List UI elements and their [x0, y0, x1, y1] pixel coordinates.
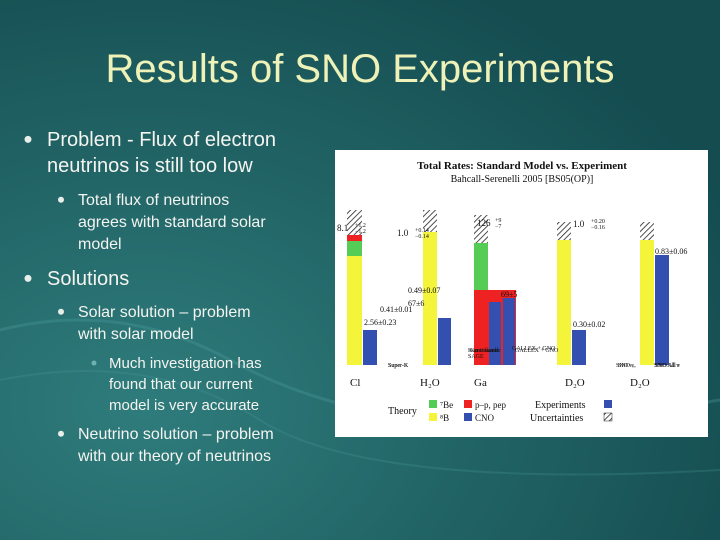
figure-title: Total Rates: Standard Model vs. Experime… — [417, 160, 627, 172]
bar-segment — [347, 235, 362, 241]
bullet-text: with solar model — [77, 326, 194, 343]
bullet-text: neutrinos is still too low — [47, 155, 253, 177]
slide-title: Results of SNO Experiments — [105, 47, 614, 91]
experiment-label: SAGE — [468, 354, 484, 360]
bullet-text: model — [78, 236, 122, 253]
bar — [655, 255, 669, 365]
uncertainty — [557, 222, 571, 240]
experiment-label: GALLEX + GNO — [515, 348, 559, 354]
bar-segment — [347, 241, 362, 256]
figure: Total Rates: Standard Model vs. Experime… — [335, 150, 708, 437]
value-label-up: +9 — [495, 218, 501, 224]
bar — [503, 298, 515, 365]
experiment-label: Super-K — [388, 363, 409, 369]
value-label: 67±6 — [408, 299, 424, 308]
bar — [572, 330, 586, 365]
value-label: 1.0 — [397, 228, 409, 238]
legend-swatch — [429, 400, 437, 408]
value-label: 0.41±0.01 — [380, 305, 412, 314]
value-label-down: −1.2 — [355, 229, 366, 235]
value-label: 8.1 — [337, 223, 348, 233]
bar-segment — [640, 240, 654, 365]
bar-segment — [474, 243, 488, 290]
bullet-text: model is very accurate — [109, 397, 259, 414]
experiment-label: SNO νₑ — [618, 363, 636, 369]
uncertainty — [347, 210, 362, 235]
value-label-down: −0.16 — [591, 225, 605, 231]
legend-label: Uncertainties — [530, 413, 583, 424]
legend-label: Experiments — [535, 400, 586, 411]
bullet-text: Neutrino solution – problem — [78, 426, 274, 443]
legend-label: ⁸B — [440, 413, 449, 423]
bullet-list: Problem - Flux of electron neutrinos is s… — [24, 129, 276, 465]
experiment-label: SNO νₑ — [616, 363, 634, 369]
legend-swatch — [603, 412, 613, 422]
experiment-label: Kamiokande — [468, 348, 499, 354]
bar — [363, 330, 377, 365]
bullet-text: agrees with standard solar — [78, 214, 266, 231]
value-label: 2.56±0.23 — [364, 318, 396, 327]
bullet-text: Problem - Flux of electron — [47, 129, 276, 151]
x-tick-label: D₂O — [630, 377, 650, 389]
legend-label: Theory — [388, 406, 417, 417]
experiment-label: SNO All ν — [654, 363, 679, 369]
value-label-up: +1.2 — [355, 223, 366, 229]
bullet-text: with our theory of neutrinos — [77, 448, 271, 465]
bullet-dot — [91, 360, 97, 366]
value-label: 126 — [477, 218, 491, 228]
experiment-label: SNO All ν — [655, 363, 680, 369]
bullet-dot — [58, 430, 64, 437]
x-tick-label: Cl — [350, 377, 360, 389]
legend-label: p–p, pep — [475, 400, 506, 410]
figure-subtitle: Bahcall-Serenelli 2005 [BS05(OP)] — [451, 174, 594, 185]
value-label: 1.0 — [573, 219, 585, 229]
value-label: 0.49±0.07 — [408, 286, 440, 295]
uncertainty — [640, 222, 654, 240]
bar — [438, 318, 451, 365]
legend-label: ⁷Be — [440, 400, 453, 410]
value-label-up: +0.20 — [591, 219, 605, 225]
experiment-label: GALLEX + GNO — [512, 346, 556, 352]
bullet-dot — [58, 308, 64, 315]
legend-swatch — [429, 413, 437, 421]
value-label-up: +0.14 — [415, 228, 429, 234]
uncertainty — [474, 215, 488, 243]
value-label-down: −7 — [495, 224, 501, 230]
value-label-down: −0.14 — [415, 234, 429, 240]
bullet-text: Much investigation has — [109, 355, 262, 372]
bullet-text: Solutions — [47, 268, 129, 290]
x-tick-label: H₂O — [420, 377, 440, 389]
experiment-label: Kamiokande — [470, 348, 501, 354]
bullet-dot — [24, 135, 32, 143]
bullet-dot — [24, 274, 32, 282]
decoration — [0, 370, 720, 476]
bar-segment — [557, 240, 571, 365]
experiment-label: Super-K — [388, 363, 409, 369]
x-tick-label: D₂O — [565, 377, 585, 389]
bullet-text: found that our current — [109, 376, 253, 393]
uncertainty — [423, 210, 437, 232]
bullet-text: Total flux of neutrinos — [78, 192, 229, 209]
legend-swatch — [464, 400, 472, 408]
bar-segment — [347, 256, 362, 365]
bar-segment — [423, 232, 437, 365]
legend-swatch — [464, 413, 472, 421]
bullet-text: Solar solution – problem — [78, 304, 251, 321]
value-label: 0.83±0.06 — [655, 247, 687, 256]
x-tick-label: Ga — [474, 377, 487, 389]
bar — [489, 302, 501, 365]
value-label: 0.30±0.02 — [573, 320, 605, 329]
legend-label: CNO — [475, 413, 495, 423]
bullet-dot — [58, 196, 64, 203]
legend-swatch — [604, 400, 612, 408]
value-label: 69±5 — [501, 290, 517, 299]
